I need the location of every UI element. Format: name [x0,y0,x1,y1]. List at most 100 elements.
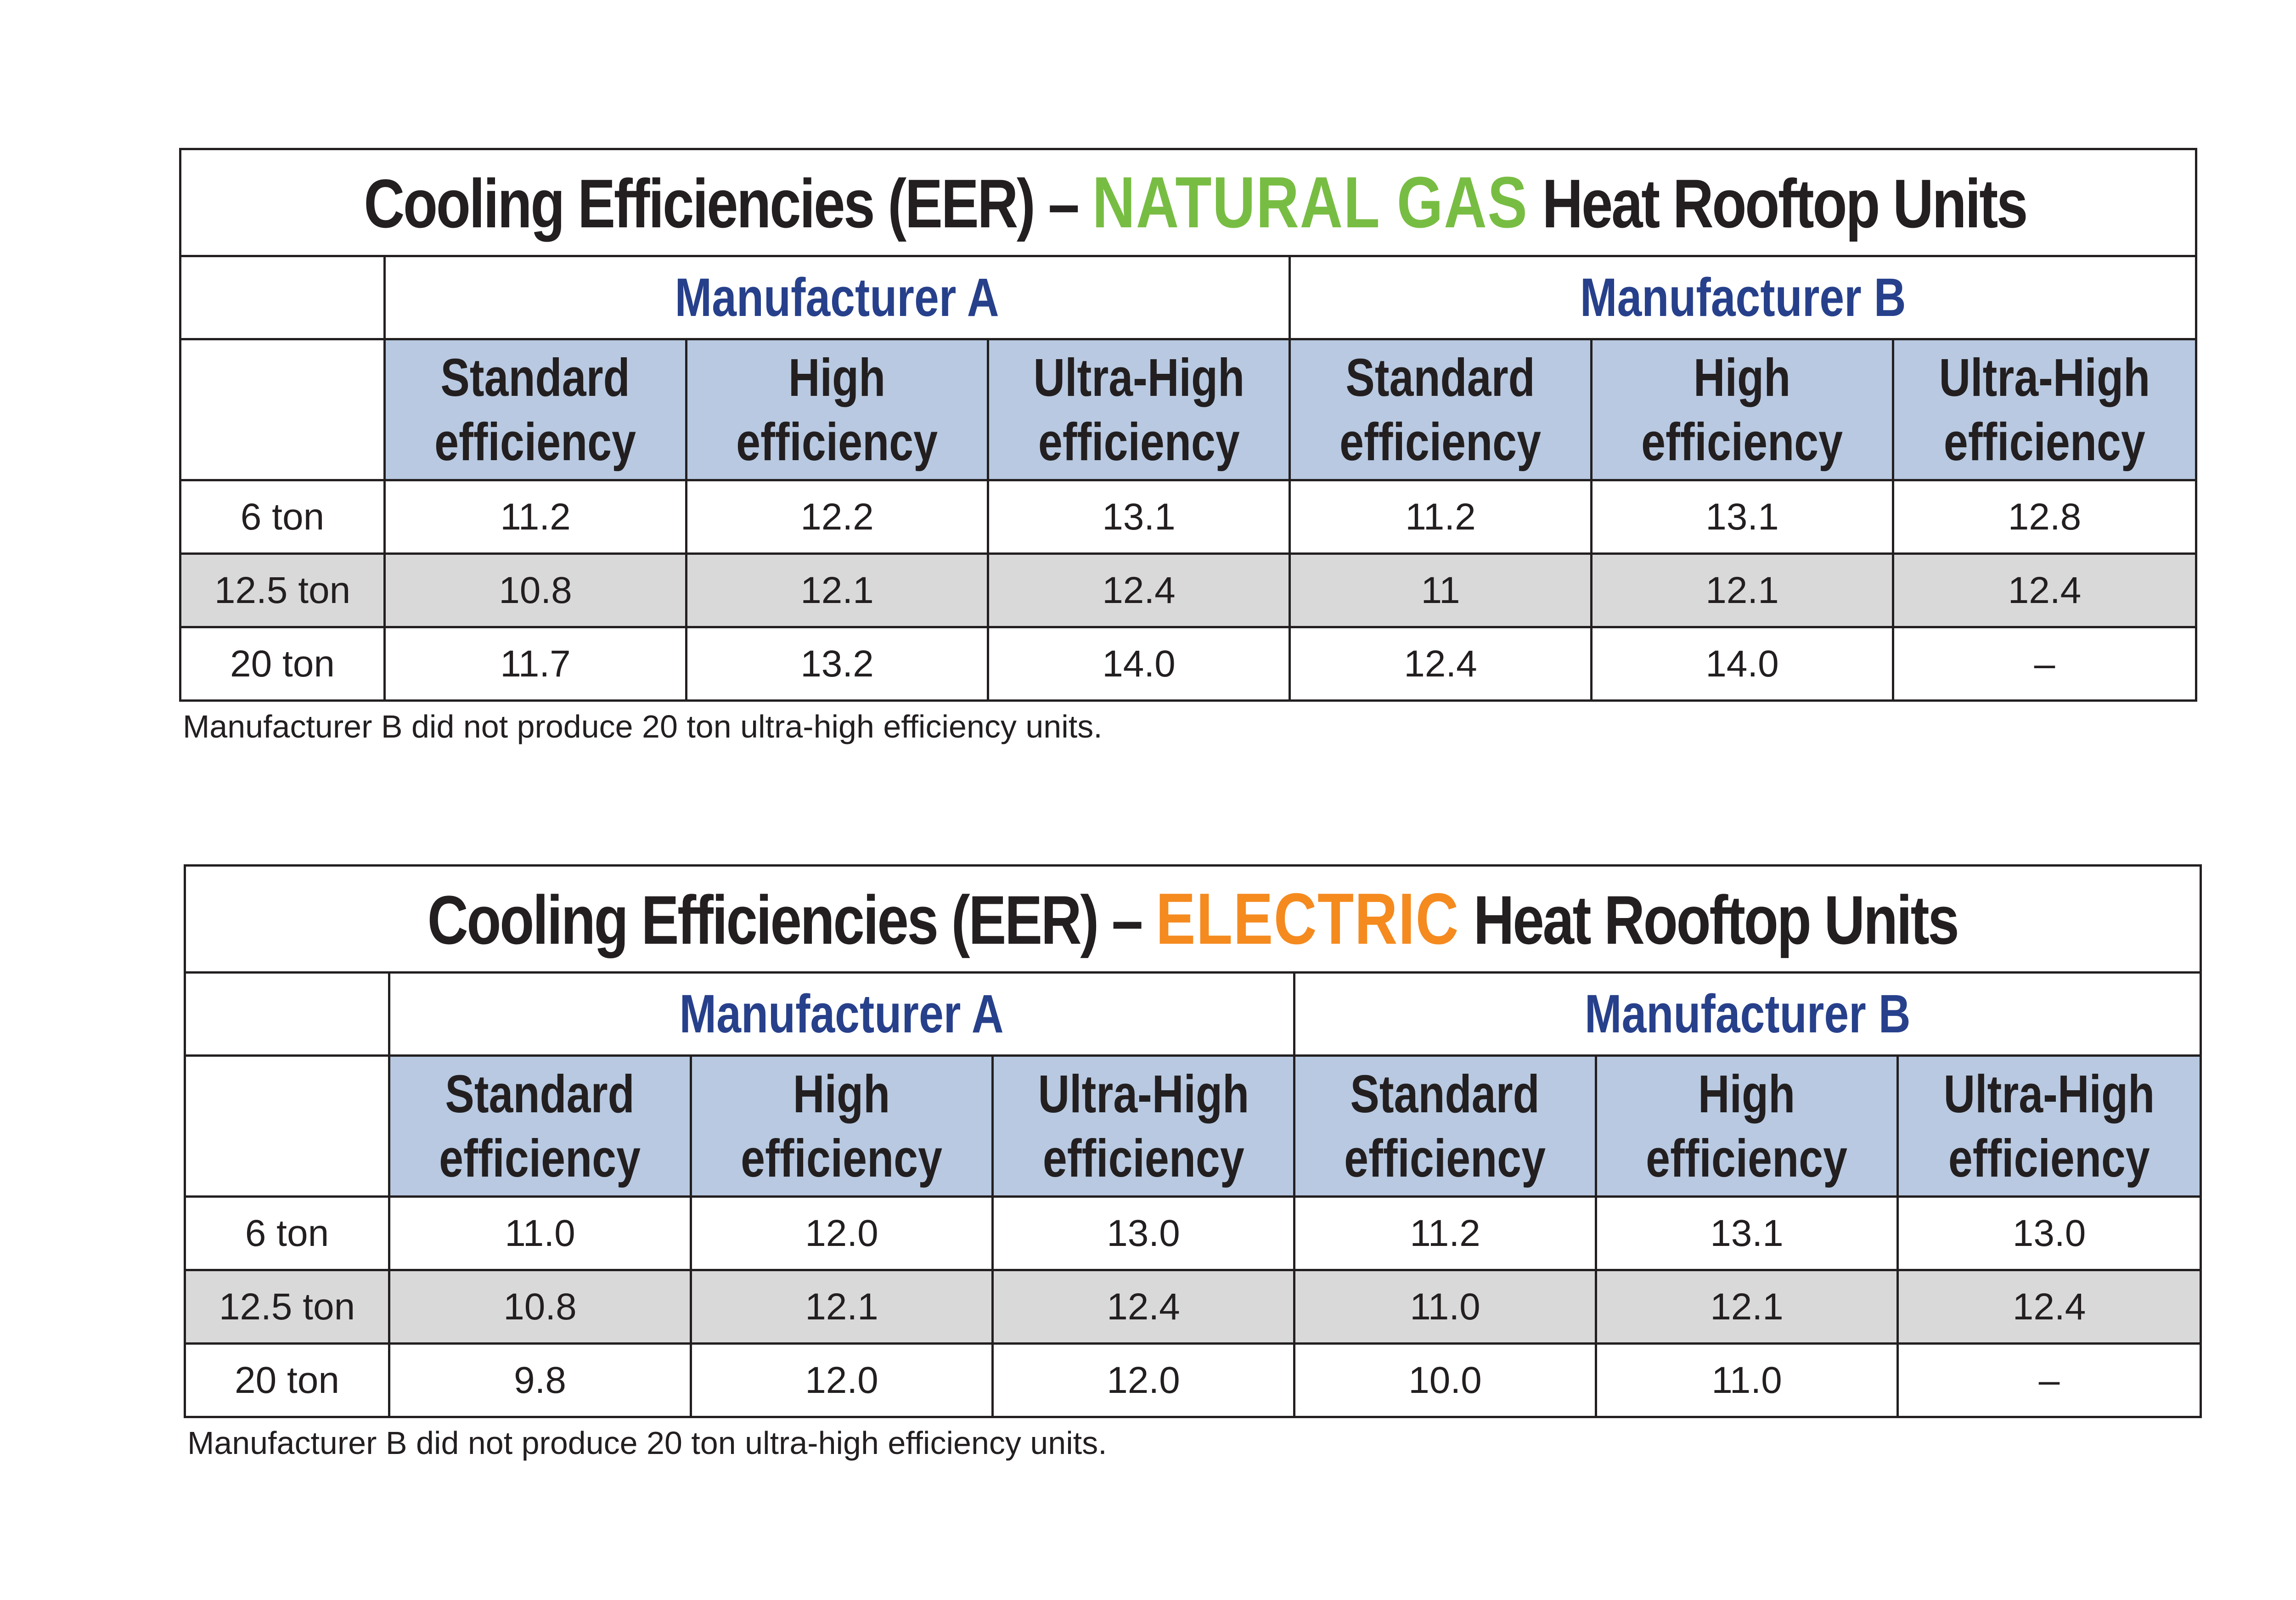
empty-row-label-cell [184,1054,390,1198]
table-cell: 13.0 [1896,1195,2202,1271]
col-line1: Ultra-High [1939,348,2150,407]
column-header-a-high: High efficiency [685,338,989,481]
column-header-b-ultra-high: Ultra-High efficiency [1892,338,2197,481]
manufacturer-a-label: Manufacturer A [679,984,1004,1044]
row-label: 12.5 ton [184,1269,390,1345]
electric-table-block: Cooling Efficiencies (EER) – ELECTRIC He… [183,864,2202,1461]
table-cell: 13.1 [1590,479,1894,555]
col-line1: Standard [440,348,630,407]
table-cell: 11.0 [388,1195,692,1271]
title-highlight-electric: ELECTRIC [1156,878,1460,959]
table-row: 12.5 ton 10.8 12.1 12.4 11 12.1 12.4 [179,552,2197,628]
table-title: Cooling Efficiencies (EER) – NATURAL GAS… [364,161,2028,244]
natural-gas-efficiency-table: Cooling Efficiencies (EER) – NATURAL GAS… [179,148,2197,702]
manufacturer-b-header: Manufacturer B [1289,255,2197,340]
row-label: 6 ton [184,1195,390,1271]
row-label: 20 ton [184,1342,390,1418]
empty-corner-cell [184,971,390,1057]
column-header-b-high: High efficiency [1590,338,1894,481]
table-cell: – [1892,626,2197,702]
col-line1: Standard [1350,1064,1540,1124]
col-line2: efficiency [434,412,636,472]
table-cell: 14.0 [987,626,1291,702]
table-cell: 13.1 [1595,1195,1899,1271]
col-line2: efficiency [1344,1128,1546,1188]
col-line1: High [1698,1064,1795,1124]
table-cell: 12.1 [685,552,989,628]
table-row: 6 ton 11.0 12.0 13.0 11.2 13.1 13.0 [184,1195,2202,1271]
table-cell: 10.8 [383,552,687,628]
manufacturer-a-header: Manufacturer A [383,255,1291,340]
table-cell: 12.8 [1892,479,2197,555]
manufacturer-b-label: Manufacturer B [1580,267,1906,328]
manufacturer-a-header: Manufacturer A [388,971,1295,1057]
row-label: 12.5 ton [179,552,386,628]
table-title-cell: Cooling Efficiencies (EER) – NATURAL GAS… [179,148,2197,257]
manufacturer-b-label: Manufacturer B [1584,984,1911,1044]
col-line1: Ultra-High [1033,348,1244,407]
table-cell: 11.0 [1293,1269,1597,1345]
col-line2: efficiency [439,1128,641,1188]
manufacturer-b-header: Manufacturer B [1293,971,2202,1057]
table-row: 20 ton 9.8 12.0 12.0 10.0 11.0 – [184,1342,2202,1418]
table-cell: 12.1 [690,1269,994,1345]
table-row: 12.5 ton 10.8 12.1 12.4 11.0 12.1 12.4 [184,1269,2202,1345]
title-highlight-natural-gas: NATURAL GAS [1092,162,1528,243]
col-line1: Ultra-High [1038,1064,1249,1124]
table-cell: 11.2 [383,479,687,555]
table-cell: 12.1 [1595,1269,1899,1345]
table-cell: 11.2 [1293,1195,1597,1271]
col-line1: High [1694,348,1791,407]
table-cell: 10.8 [388,1269,692,1345]
col-line1: Ultra-High [1943,1064,2155,1124]
table-cell: 10.0 [1293,1342,1597,1418]
title-prefix: Cooling Efficiencies (EER) – [364,164,1080,242]
table-cell: 12.4 [987,552,1291,628]
column-header-b-high: High efficiency [1595,1054,1899,1198]
table-cell: 12.4 [1892,552,2197,628]
table-cell: 12.4 [991,1269,1295,1345]
natural-gas-table-block: Cooling Efficiencies (EER) – NATURAL GAS… [179,148,2197,745]
row-label: 20 ton [179,626,386,702]
table-cell: 12.0 [690,1195,994,1271]
column-header-a-standard: Standard efficiency [388,1054,692,1198]
col-line2: efficiency [741,1128,943,1188]
row-label: 6 ton [179,479,386,555]
column-header-a-ultra-high: Ultra-High efficiency [987,338,1291,481]
table-cell: 14.0 [1590,626,1894,702]
table-footnote: Manufacturer B did not produce 20 ton ul… [183,709,1103,744]
manufacturer-a-label: Manufacturer A [675,267,1000,328]
table-cell: 12.4 [1896,1269,2202,1345]
col-line2: efficiency [1641,412,1843,472]
column-header-b-standard: Standard efficiency [1293,1054,1597,1198]
column-header-b-ultra-high: Ultra-High efficiency [1896,1054,2202,1198]
table-cell: 9.8 [388,1342,692,1418]
table-cell: 11.2 [1289,479,1593,555]
table-row: 20 ton 11.7 13.2 14.0 12.4 14.0 – [179,626,2197,702]
title-suffix: Heat Rooftop Units [1474,881,1959,958]
title-suffix: Heat Rooftop Units [1542,164,2028,242]
table-cell: 11.7 [383,626,687,702]
col-line1: High [788,348,886,407]
table-cell: 11.0 [1595,1342,1899,1418]
col-line1: Standard [1345,348,1536,407]
empty-row-label-cell [179,338,386,481]
col-line2: efficiency [1038,412,1240,472]
col-line2: efficiency [736,412,938,472]
column-header-a-ultra-high: Ultra-High efficiency [991,1054,1295,1198]
col-line2: efficiency [1944,412,2145,472]
table-cell: 12.0 [991,1342,1295,1418]
table-cell: 12.0 [690,1342,994,1418]
table-title-cell: Cooling Efficiencies (EER) – ELECTRIC He… [183,864,2202,974]
column-header-a-high: High efficiency [690,1054,994,1198]
table-cell: – [1896,1342,2202,1418]
col-line2: efficiency [1948,1128,2150,1188]
column-header-a-standard: Standard efficiency [383,338,687,481]
col-line1: Standard [445,1064,635,1124]
electric-efficiency-table: Cooling Efficiencies (EER) – ELECTRIC He… [183,864,2202,1418]
table-row: 6 ton 11.2 12.2 13.1 11.2 13.1 12.8 [179,479,2197,555]
table-footnote: Manufacturer B did not produce 20 ton ul… [187,1425,1107,1461]
col-line2: efficiency [1042,1128,1244,1188]
title-prefix: Cooling Efficiencies (EER) – [428,881,1143,958]
table-cell: 11 [1289,552,1593,628]
